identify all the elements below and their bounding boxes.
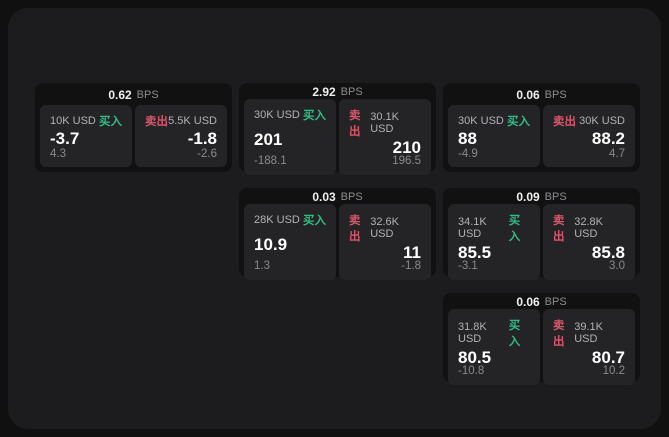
buy-tag: 买入 (99, 116, 122, 128)
buy-amount-label: 31.8K USD (458, 321, 487, 345)
sell-cell[interactable]: 卖出 32.6K USD 11 -1.8 (339, 204, 431, 280)
card-body: 10K USD 买入 -3.7 4.3 卖出 5.5K USD -1.8 -2.… (35, 105, 232, 172)
buy-price: 88 (458, 129, 477, 149)
app-window: 0.62 BPS 10K USD 买入 -3.7 4.3 卖出 5.5K USD (8, 8, 661, 429)
bps-value: 0.03 (312, 190, 336, 204)
sell-amount-label: 30K USD (579, 115, 625, 127)
sell-amount-label: 5.5K USD (168, 115, 217, 127)
quote-card: 0.09 BPS 34.1K USD 买入 85.5 -3.1 卖出 32.8K… (443, 188, 640, 280)
sell-tag: 卖出 (553, 320, 565, 348)
card-body: 30K USD 买入 88 -4.9 卖出 30K USD 88.2 4.7 (443, 105, 640, 172)
sell-sub-value: 4.7 (609, 147, 625, 160)
sell-sub-value: 10.2 (602, 365, 625, 377)
buy-sub-value: -10.8 (458, 365, 485, 377)
bps-value: 0.06 (516, 295, 540, 309)
card-body: 31.8K USD 买入 80.5 -10.8 卖出 39.1K USD 80.… (443, 309, 640, 390)
sell-amount-label: 39.1K USD (574, 321, 603, 345)
card-body: 28K USD 买入 10.9 1.3 卖出 32.6K USD 11 -1.8 (239, 204, 436, 285)
sell-sub-value: 3.0 (609, 260, 625, 272)
buy-sub-value: -188.1 (254, 155, 287, 167)
quote-card: 0.03 BPS 28K USD 买入 10.9 1.3 卖出 32.6K US… (239, 188, 436, 280)
bps-value: 0.06 (516, 88, 540, 102)
quote-card: 0.62 BPS 10K USD 买入 -3.7 4.3 卖出 5.5K USD (35, 83, 232, 172)
buy-cell[interactable]: 28K USD 买入 10.9 1.3 (244, 204, 336, 280)
sell-price: 210 (392, 138, 421, 157)
buy-price: 201 (254, 130, 283, 149)
buy-tag: 买入 (508, 320, 521, 348)
card-header: 0.06 BPS (443, 83, 640, 105)
quote-card: 2.92 BPS 30K USD 买入 201 -188.1 卖出 30.1K … (239, 83, 436, 175)
bps-unit: BPS (340, 191, 363, 203)
buy-amount-label: 34.1K USD (458, 216, 487, 240)
buy-cell[interactable]: 30K USD 买入 88 -4.9 (448, 105, 540, 167)
sell-cell[interactable]: 卖出 30.1K USD 210 196.5 (339, 99, 431, 175)
sell-price: 11 (403, 243, 421, 262)
bps-value: 2.92 (312, 85, 336, 99)
buy-sub-value: -4.9 (458, 147, 478, 160)
sell-sub-value: -2.6 (197, 147, 217, 160)
buy-sub-value: 1.3 (254, 260, 270, 272)
sell-price: 88.2 (591, 129, 625, 149)
bps-value: 0.09 (516, 190, 540, 204)
buy-tag: 买入 (508, 215, 521, 243)
card-header: 0.03 BPS (239, 188, 436, 204)
sell-cell[interactable]: 卖出 5.5K USD -1.8 -2.6 (135, 105, 227, 167)
card-header: 0.06 BPS (443, 293, 640, 309)
quote-cards-grid: 0.62 BPS 10K USD 买入 -3.7 4.3 卖出 5.5K USD (35, 83, 640, 385)
buy-price: -3.7 (50, 129, 80, 149)
bps-unit: BPS (340, 86, 363, 98)
sell-tag: 卖出 (553, 116, 576, 128)
buy-price: 80.5 (458, 348, 492, 367)
sell-amount-label: 32.8K USD (574, 216, 603, 240)
sell-tag: 卖出 (553, 215, 565, 243)
buy-sub-value: 4.3 (50, 147, 66, 160)
sell-price: 80.7 (591, 348, 625, 367)
sell-tag: 卖出 (349, 110, 361, 138)
bps-value: 0.62 (108, 88, 132, 102)
sell-amount-label: 32.6K USD (370, 216, 399, 240)
bps-unit: BPS (544, 89, 567, 101)
card-header: 2.92 BPS (239, 83, 436, 99)
quote-card: 0.06 BPS 30K USD 买入 88 -4.9 卖出 30K USD (443, 83, 640, 172)
buy-tag: 买入 (303, 110, 326, 122)
bps-unit: BPS (544, 191, 567, 203)
sell-tag: 卖出 (349, 215, 361, 243)
buy-tag: 买入 (507, 116, 530, 128)
sell-tag: 卖出 (145, 116, 168, 128)
quote-card: 0.06 BPS 31.8K USD 买入 80.5 -10.8 卖出 39.1… (443, 293, 640, 385)
sell-cell[interactable]: 卖出 32.8K USD 85.8 3.0 (543, 204, 635, 280)
sell-cell[interactable]: 卖出 30K USD 88.2 4.7 (543, 105, 635, 167)
buy-cell[interactable]: 31.8K USD 买入 80.5 -10.8 (448, 309, 540, 385)
buy-cell[interactable]: 30K USD 买入 201 -188.1 (244, 99, 336, 175)
card-header: 0.62 BPS (35, 83, 232, 105)
buy-amount-label: 10K USD (50, 115, 96, 127)
card-body: 30K USD 买入 201 -188.1 卖出 30.1K USD 210 1… (239, 99, 436, 180)
card-header: 0.09 BPS (443, 188, 640, 204)
sell-amount-label: 30.1K USD (370, 111, 399, 135)
sell-price: 85.8 (591, 243, 625, 262)
buy-price: 10.9 (254, 235, 288, 254)
buy-amount-label: 30K USD (458, 115, 504, 127)
buy-sub-value: -3.1 (458, 260, 478, 272)
bps-unit: BPS (544, 296, 567, 308)
buy-cell[interactable]: 10K USD 买入 -3.7 4.3 (40, 105, 132, 167)
sell-cell[interactable]: 卖出 39.1K USD 80.7 10.2 (543, 309, 635, 385)
buy-amount-label: 30K USD (254, 109, 300, 121)
bps-unit: BPS (136, 89, 159, 101)
sell-sub-value: 196.5 (392, 155, 421, 167)
buy-price: 85.5 (458, 243, 492, 262)
buy-amount-label: 28K USD (254, 214, 300, 226)
buy-cell[interactable]: 34.1K USD 买入 85.5 -3.1 (448, 204, 540, 280)
sell-price: -1.8 (187, 129, 217, 149)
card-body: 34.1K USD 买入 85.5 -3.1 卖出 32.8K USD 85.8… (443, 204, 640, 285)
sell-sub-value: -1.8 (401, 260, 421, 272)
buy-tag: 买入 (303, 215, 326, 227)
